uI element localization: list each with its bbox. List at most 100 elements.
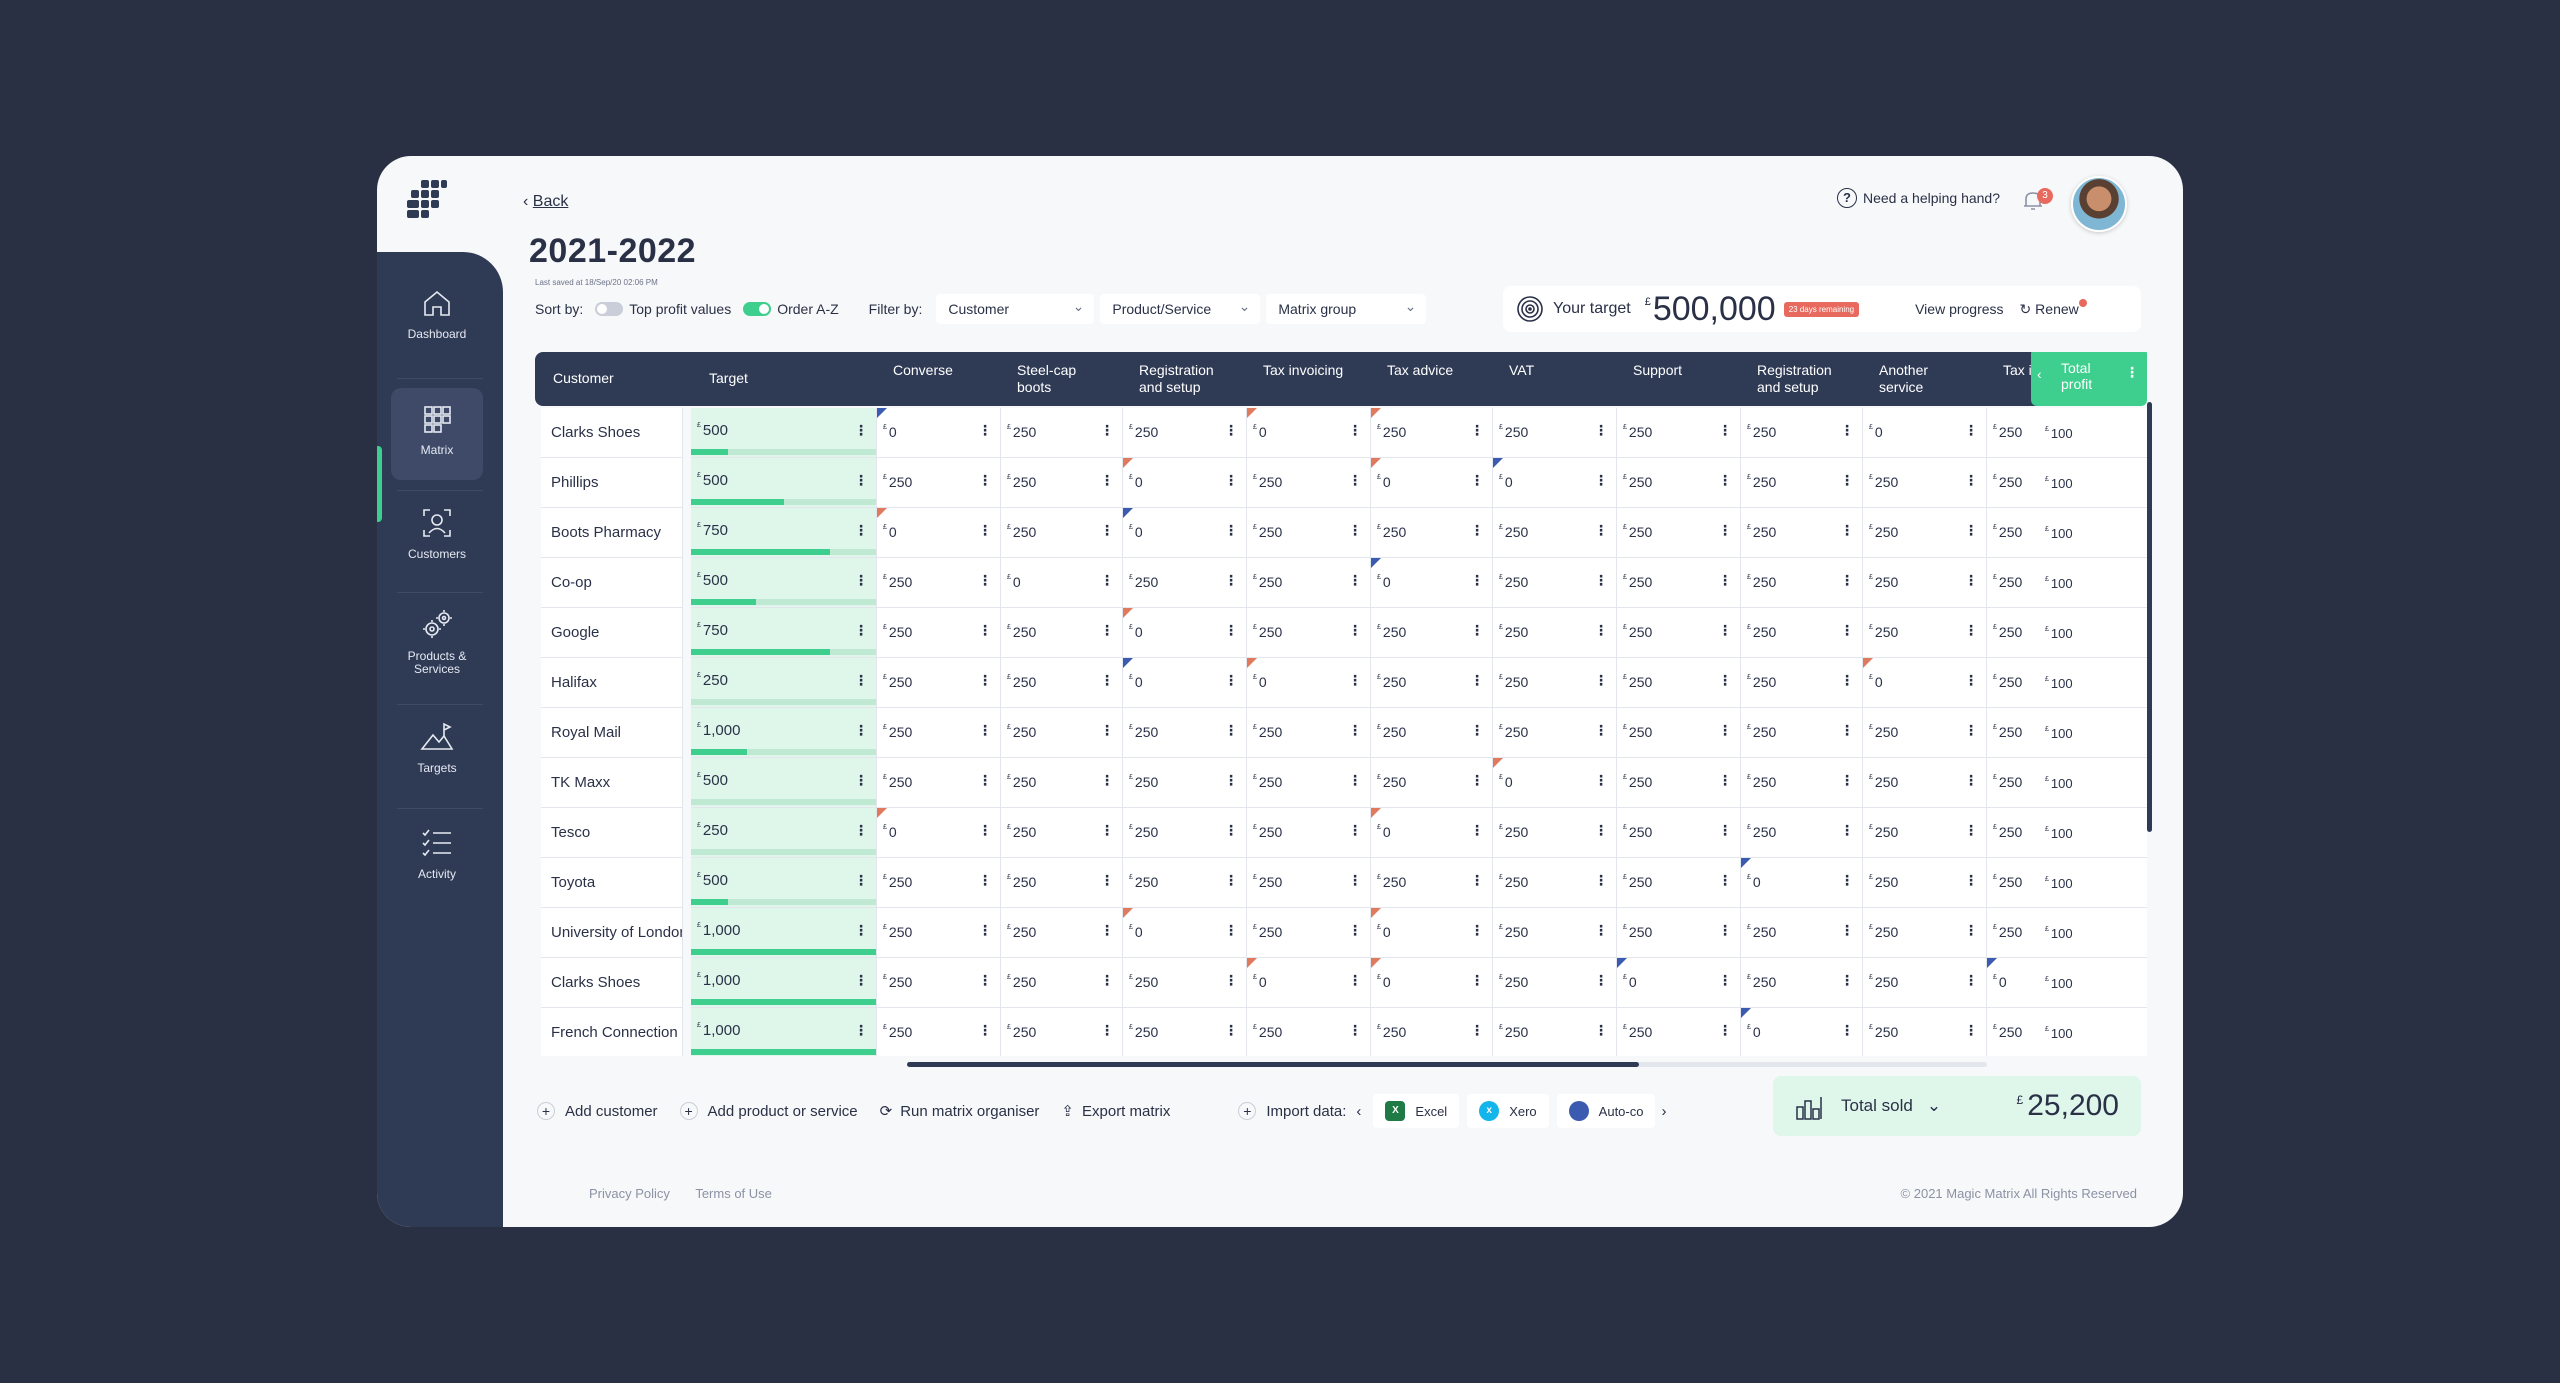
kebab-menu-icon[interactable]: ⋮ xyxy=(1840,622,1854,638)
kebab-menu-icon[interactable]: ⋮ xyxy=(978,422,992,438)
value-cell[interactable]: £250 ⋮ xyxy=(877,658,1001,708)
value-cell[interactable]: £250 ⋮ xyxy=(877,858,1001,908)
value-cell[interactable]: £250 ⋮ xyxy=(1617,608,1741,658)
kebab-menu-icon[interactable]: ⋮ xyxy=(854,622,868,638)
kebab-menu-icon[interactable]: ⋮ xyxy=(1348,822,1362,838)
value-cell[interactable]: £250 ⋮ xyxy=(1493,958,1617,1008)
kebab-menu-icon[interactable]: ⋮ xyxy=(1840,772,1854,788)
value-cell[interactable]: £250 ⋮ xyxy=(1863,558,1987,608)
kebab-menu-icon[interactable]: ⋮ xyxy=(1348,422,1362,438)
target-cell[interactable]: £500 ⋮ xyxy=(691,408,877,458)
value-cell[interactable]: £250 ⋮ xyxy=(1493,808,1617,858)
value-cell[interactable]: £250 ⋮ xyxy=(1001,408,1123,458)
kebab-menu-icon[interactable]: ⋮ xyxy=(1100,522,1114,538)
value-cell[interactable]: £250 ⋮ xyxy=(1371,658,1493,708)
value-cell[interactable]: £250 ⋮ xyxy=(1617,808,1741,858)
value-cell[interactable]: £250 ⋮ xyxy=(1741,658,1863,708)
customer-name[interactable]: Phillips xyxy=(541,458,683,508)
kebab-menu-icon[interactable]: ⋮ xyxy=(1100,722,1114,738)
customer-name[interactable]: Clarks Shoes xyxy=(541,958,683,1008)
column-header[interactable]: Converse xyxy=(893,362,953,378)
value-cell[interactable]: £250 ⋮ xyxy=(877,1008,1001,1056)
value-cell[interactable]: £250 ⋮ xyxy=(1247,558,1371,608)
kebab-menu-icon[interactable]: ⋮ xyxy=(1470,972,1484,988)
filter-product-select[interactable]: Product/Service xyxy=(1100,291,1261,324)
target-cell[interactable]: £750 ⋮ xyxy=(691,608,877,658)
kebab-menu-icon[interactable]: ⋮ xyxy=(1100,572,1114,588)
value-cell[interactable]: £250 ⋮ xyxy=(1741,608,1863,658)
target-cell[interactable]: £500 ⋮ xyxy=(691,558,877,608)
import-xero-button[interactable]: x Xero xyxy=(1467,1094,1549,1128)
customer-name[interactable]: Halifax xyxy=(541,658,683,708)
value-cell[interactable]: £250 ⋮ xyxy=(1247,858,1371,908)
value-cell[interactable]: £250 ⋮ xyxy=(1123,558,1247,608)
value-cell[interactable]: £250 ⋮ xyxy=(1863,858,1987,908)
filter-customer-select[interactable]: Customer xyxy=(936,291,1095,324)
value-cell[interactable]: £0 ⋮ xyxy=(1371,458,1493,508)
value-cell[interactable]: £250 ⋮ xyxy=(1247,758,1371,808)
target-cell[interactable]: £500 ⋮ xyxy=(691,858,877,908)
target-cell[interactable]: £1,000 ⋮ xyxy=(691,708,877,758)
value-cell[interactable]: £250 ⋮ xyxy=(1863,508,1987,558)
kebab-menu-icon[interactable]: ⋮ xyxy=(1840,722,1854,738)
kebab-menu-icon[interactable]: ⋮ xyxy=(1224,522,1238,538)
kebab-menu-icon[interactable]: ⋮ xyxy=(1224,872,1238,888)
customer-name[interactable]: TK Maxx xyxy=(541,758,683,808)
value-cell[interactable]: £0 ⋮ xyxy=(1123,658,1247,708)
kebab-menu-icon[interactable]: ⋮ xyxy=(1100,1022,1114,1038)
value-cell[interactable]: £250 ⋮ xyxy=(877,608,1001,658)
avatar[interactable] xyxy=(2071,176,2127,232)
kebab-menu-icon[interactable]: ⋮ xyxy=(1470,822,1484,838)
kebab-menu-icon[interactable]: ⋮ xyxy=(854,822,868,838)
kebab-menu-icon[interactable]: ⋮ xyxy=(1594,472,1608,488)
filter-group-select[interactable]: Matrix group xyxy=(1266,291,1427,324)
import-excel-button[interactable]: X Excel xyxy=(1373,1094,1460,1128)
kebab-menu-icon[interactable]: ⋮ xyxy=(1348,622,1362,638)
kebab-menu-icon[interactable]: ⋮ xyxy=(978,772,992,788)
target-cell[interactable]: £750 ⋮ xyxy=(691,508,877,558)
value-cell[interactable]: £250 ⋮ xyxy=(877,458,1001,508)
value-cell[interactable]: £0 ⋮ xyxy=(877,508,1001,558)
kebab-menu-icon[interactable]: ⋮ xyxy=(1840,422,1854,438)
value-cell[interactable]: £250 ⋮ xyxy=(1123,808,1247,858)
value-cell[interactable]: £250 ⋮ xyxy=(1371,758,1493,808)
kebab-menu-icon[interactable]: ⋮ xyxy=(854,572,868,588)
kebab-menu-icon[interactable]: ⋮ xyxy=(1718,872,1732,888)
nav-matrix[interactable]: Matrix xyxy=(391,388,483,480)
value-cell[interactable]: £0 ⋮ xyxy=(1247,658,1371,708)
value-cell[interactable]: £250 ⋮ xyxy=(1863,1008,1987,1056)
nav-products-services[interactable]: Products & Services xyxy=(391,594,483,694)
value-cell[interactable]: £250 ⋮ xyxy=(1123,708,1247,758)
kebab-menu-icon[interactable]: ⋮ xyxy=(1718,522,1732,538)
customer-name[interactable]: Toyota xyxy=(541,858,683,908)
order-az-toggle[interactable] xyxy=(743,302,772,316)
value-cell[interactable]: £250 ⋮ xyxy=(1617,558,1741,608)
value-cell[interactable]: £250 ⋮ xyxy=(1617,458,1741,508)
kebab-menu-icon[interactable]: ⋮ xyxy=(1964,422,1978,438)
kebab-menu-icon[interactable]: ⋮ xyxy=(1594,572,1608,588)
value-cell[interactable]: £250 ⋮ xyxy=(1493,408,1617,458)
kebab-menu-icon[interactable]: ⋮ xyxy=(854,1022,868,1038)
value-cell[interactable]: £250 ⋮ xyxy=(1247,708,1371,758)
kebab-menu-icon[interactable]: ⋮ xyxy=(1348,1022,1362,1038)
terms-link[interactable]: Terms of Use xyxy=(695,1186,772,1201)
kebab-menu-icon[interactable]: ⋮ xyxy=(1718,772,1732,788)
value-cell[interactable]: £250 ⋮ xyxy=(1741,708,1863,758)
kebab-menu-icon[interactable]: ⋮ xyxy=(1718,722,1732,738)
value-cell[interactable]: £250 ⋮ xyxy=(1371,1008,1493,1056)
value-cell[interactable]: £0 ⋮ xyxy=(1123,508,1247,558)
value-cell[interactable]: £250 ⋮ xyxy=(877,908,1001,958)
value-cell[interactable]: £250 ⋮ xyxy=(1863,758,1987,808)
kebab-menu-icon[interactable]: ⋮ xyxy=(1348,922,1362,938)
value-cell[interactable]: £250 ⋮ xyxy=(1371,408,1493,458)
target-cell[interactable]: £1,000 ⋮ xyxy=(691,908,877,958)
customer-name[interactable]: Boots Pharmacy xyxy=(541,508,683,558)
customer-name[interactable]: Royal Mail xyxy=(541,708,683,758)
value-cell[interactable]: £250 ⋮ xyxy=(1617,1008,1741,1056)
kebab-menu-icon[interactable]: ⋮ xyxy=(1718,672,1732,688)
kebab-menu-icon[interactable]: ⋮ xyxy=(1224,772,1238,788)
value-cell[interactable]: £0 ⋮ xyxy=(1247,408,1371,458)
column-header[interactable]: Steel-cap boots xyxy=(1017,362,1077,395)
value-cell[interactable]: £250 ⋮ xyxy=(1001,658,1123,708)
value-cell[interactable]: £250 ⋮ xyxy=(1493,908,1617,958)
